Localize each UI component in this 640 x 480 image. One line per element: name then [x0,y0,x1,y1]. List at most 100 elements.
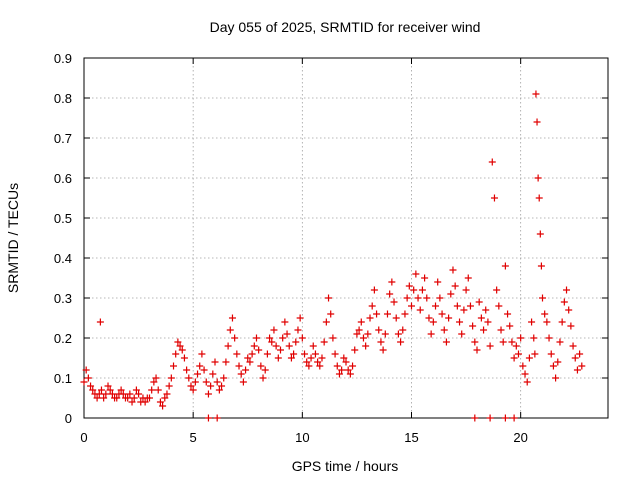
data-point [95,390,103,398]
data-point [383,310,391,318]
data-point [204,414,212,422]
data-point [296,314,304,322]
data-point [558,318,566,326]
data-point [270,326,278,334]
data-point [80,378,88,386]
data-point [462,286,470,294]
data-point [167,374,175,382]
data-point [464,274,472,282]
data-point [359,334,367,342]
data-point [303,358,311,366]
data-point [438,310,446,318]
data-point [412,270,420,278]
data-point [161,394,169,402]
x-tick-label: 15 [404,430,418,445]
data-point [571,354,579,362]
data-point [102,390,110,398]
y-tick-label: 0 [65,411,72,426]
data-point [480,326,488,334]
data-point [250,342,258,350]
data-point [394,330,402,338]
data-point [519,362,527,370]
data-point [543,318,551,326]
data-point [445,314,453,322]
data-point [486,414,494,422]
data-point [440,326,448,334]
data-point [403,294,411,302]
data-point [294,326,302,334]
data-point [154,386,162,394]
data-point [305,362,313,370]
data-point [189,386,197,394]
data-point [510,414,518,422]
data-point [342,358,350,366]
data-point [198,350,206,358]
data-point [96,318,104,326]
data-point [525,354,533,362]
data-point [373,310,381,318]
data-point [442,338,450,346]
data-point [536,230,544,238]
data-point [165,382,173,390]
data-point [349,362,357,370]
data-point [484,318,492,326]
data-point [233,350,241,358]
data-point [469,322,477,330]
data-point [556,338,564,346]
data-point [560,298,568,306]
data-point [458,330,466,338]
data-point [209,370,217,378]
data-point [320,338,328,346]
data-point [298,334,306,342]
data-point [408,302,415,310]
data-point [215,386,223,394]
data-point [89,386,97,394]
data-point [486,342,494,350]
data-point [499,338,507,346]
data-point [176,342,184,350]
data-point [314,358,322,366]
data-point [322,318,330,326]
y-tick-label: 0.2 [54,331,72,346]
data-point [466,302,474,310]
data-point [213,378,221,386]
data-point [222,358,230,366]
data-point [521,370,529,378]
data-point [421,274,429,282]
data-point [370,286,378,294]
data-point [178,346,186,354]
data-point [423,294,431,302]
data-point [541,310,549,318]
axis-ticks: 0 5 10 15 20 0 0.1 0.2 0.3 0.4 0.5 0.6 0.7 0.8 0.9 [54,51,608,445]
data-point [268,338,276,346]
data-point [436,294,444,302]
data-point [534,174,542,182]
x-tick-label: 20 [513,430,527,445]
chart-title: Day 055 of 2025, SRMTID for receiver win… [210,19,481,35]
data-point [126,390,134,398]
data-point [490,194,498,202]
data-point [204,390,212,398]
y-axis-label: SRMTID / TECUs [5,183,21,293]
data-point [259,374,267,382]
data-point [100,394,108,402]
data-point [224,342,232,350]
data-point [530,334,538,342]
data-point [108,390,116,398]
data-point [368,302,376,310]
data-point [292,338,300,346]
data-point [563,286,571,294]
data-point [392,314,400,322]
data-point [418,286,426,294]
data-point [399,326,407,334]
data-point [375,326,383,334]
data-point [357,318,365,326]
data-point [266,334,274,342]
data-point [263,350,271,358]
data-point [141,398,149,406]
data-point [537,262,545,270]
data-point [554,358,562,366]
data-point [351,346,359,354]
data-point [187,382,195,390]
data-point [379,346,387,354]
